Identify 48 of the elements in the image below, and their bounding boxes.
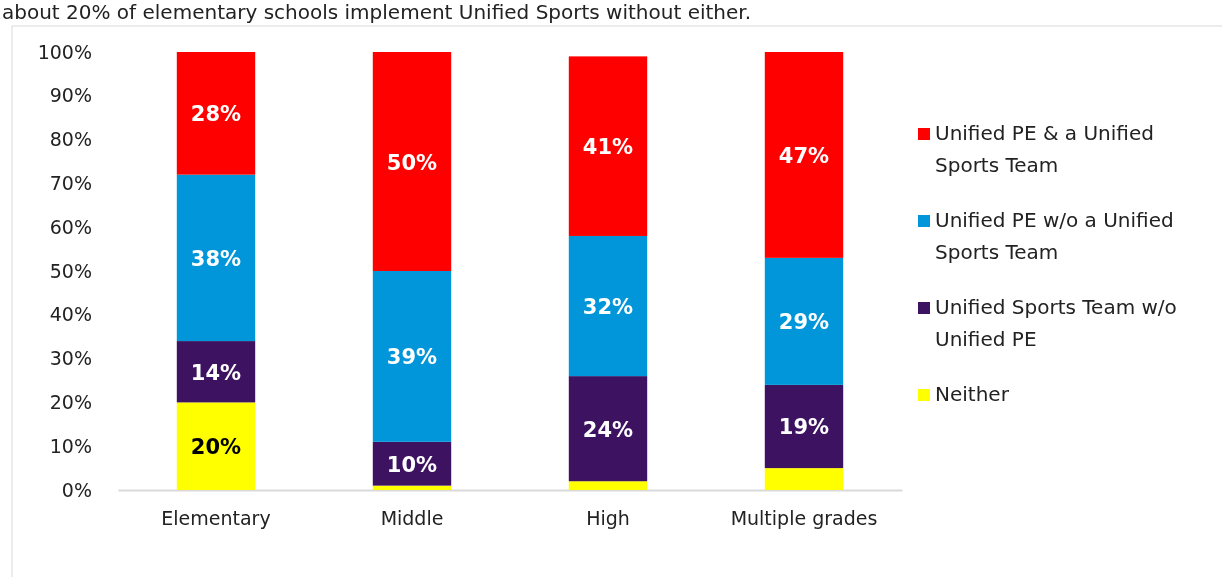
data-label: 32% <box>582 295 634 320</box>
y-tick-label: 90% <box>49 84 92 107</box>
data-label: 50% <box>386 150 438 175</box>
x-tick-label: Multiple grades <box>730 507 878 530</box>
data-label: 47% <box>778 143 830 168</box>
bar <box>568 235 648 377</box>
bar <box>372 271 452 442</box>
y-tick-label: 70% <box>49 171 92 194</box>
chart-title: about 20% of elementary schools implement Unified Sports without either. <box>2 0 752 24</box>
data-label: 38% <box>190 246 242 271</box>
y-tick-label: 100% <box>37 40 92 63</box>
y-tick-label: 0% <box>61 478 92 501</box>
bar <box>568 56 648 236</box>
data-label: 29% <box>778 310 830 335</box>
data-label: 19% <box>778 415 830 440</box>
bar <box>176 174 256 342</box>
x-tick-label: Middle <box>380 507 444 530</box>
legend-label: Unified PE w/o a Unified Sports Team <box>935 208 1174 264</box>
y-tick-label: 40% <box>49 303 92 326</box>
legend-label: Unified Sports Team w/o Unified PE <box>935 295 1177 351</box>
data-label: 20% <box>190 435 242 460</box>
x-tick-label: High <box>586 507 630 530</box>
legend-label: Unified PE & a Unified Sports Team <box>935 121 1154 177</box>
y-tick-label: 60% <box>49 215 92 238</box>
y-tick-label: 50% <box>49 259 92 282</box>
data-label: 24% <box>582 417 634 442</box>
bar <box>176 402 256 490</box>
bar <box>176 52 256 175</box>
bar <box>372 485 452 490</box>
bar <box>764 468 844 490</box>
bar <box>176 341 256 403</box>
data-label: 28% <box>190 102 242 127</box>
data-label: 41% <box>582 135 634 160</box>
data-label: 14% <box>190 360 242 385</box>
y-tick-label: 20% <box>49 390 92 413</box>
y-tick-label: 80% <box>49 128 92 151</box>
x-tick-label: Elementary <box>161 507 271 530</box>
bar <box>764 257 844 385</box>
bar <box>568 376 648 482</box>
bar <box>568 481 648 490</box>
data-label: 39% <box>386 345 438 370</box>
y-tick-label: 10% <box>49 434 92 457</box>
legend-label: Neither <box>935 382 1010 406</box>
y-tick-label: 30% <box>49 347 92 370</box>
data-label: 10% <box>386 452 438 477</box>
bar <box>764 52 844 258</box>
bar <box>372 52 452 271</box>
bar <box>764 384 844 469</box>
